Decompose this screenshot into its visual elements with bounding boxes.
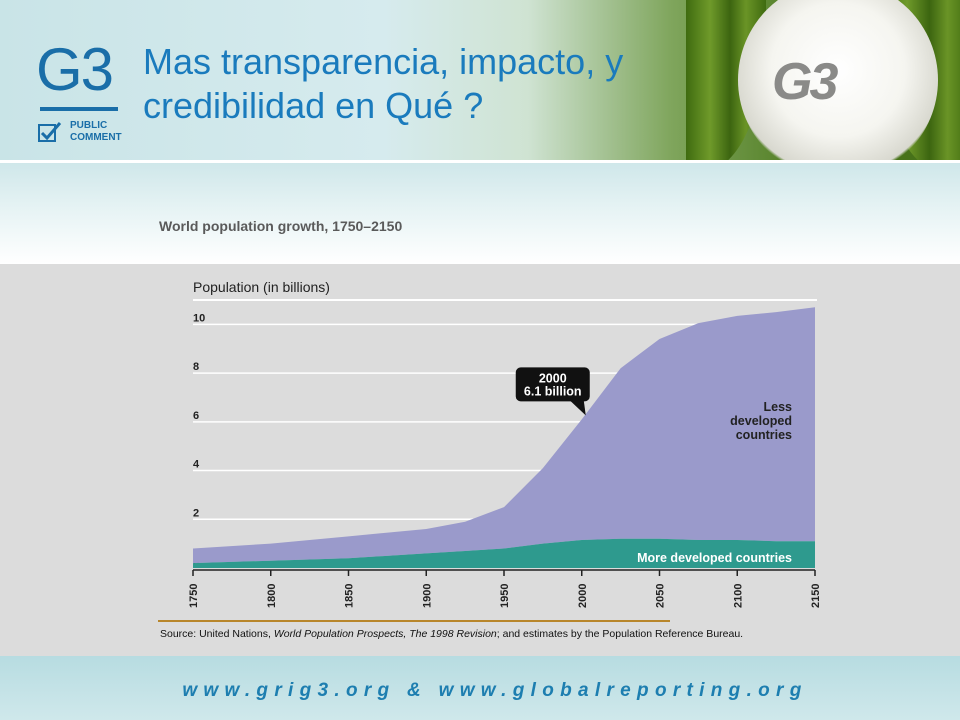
annotation-value: 6.1 billion bbox=[524, 384, 582, 398]
y-tick-label: 6 bbox=[193, 410, 199, 422]
slide-title: Mas transparencia, impacto, y credibilid… bbox=[143, 41, 624, 126]
chart-title: World population growth, 1750–2150 bbox=[159, 218, 403, 234]
source-suffix: ; and estimates by the Population Refere… bbox=[496, 628, 744, 640]
logo-public-comment: PUBLIC COMMENT bbox=[70, 120, 122, 144]
less-developed-label: Less developed countries bbox=[730, 400, 792, 442]
source-note: Source: United Nations, World Population… bbox=[160, 628, 743, 640]
logo-underline bbox=[40, 107, 118, 111]
header-divider bbox=[0, 160, 960, 163]
logo-comment-line: COMMENT bbox=[70, 132, 122, 143]
checkbox-icon bbox=[38, 122, 62, 142]
g3-logo: G3 bbox=[36, 36, 114, 103]
x-tick-label: 2050 bbox=[655, 584, 667, 608]
y-tick-label: 2 bbox=[193, 507, 199, 519]
x-tick-label: 1750 bbox=[188, 584, 200, 608]
annotation-box bbox=[515, 367, 590, 402]
stage-g3-logo: G3 bbox=[772, 53, 838, 111]
x-tick-label: 1950 bbox=[499, 584, 511, 608]
source-prefix: Source: United Nations, bbox=[160, 628, 274, 640]
x-tick-label: 2100 bbox=[732, 584, 744, 608]
x-tick-label: 1800 bbox=[266, 584, 278, 608]
population-chart: Population (in billions) 0246810 1750180… bbox=[188, 279, 822, 608]
x-tick-label: 1850 bbox=[344, 584, 356, 608]
y-tick-label: 10 bbox=[193, 312, 205, 324]
x-tick-label: 2000 bbox=[577, 584, 589, 608]
more-developed-label: More developed countries bbox=[637, 551, 792, 565]
annotation-year: 2000 bbox=[539, 371, 567, 385]
footer-band bbox=[0, 656, 960, 720]
annotation-pointer bbox=[569, 400, 586, 416]
title-band bbox=[0, 163, 960, 264]
source-rule bbox=[158, 620, 670, 622]
logo-public-line: PUBLIC bbox=[70, 120, 108, 131]
stage-spotlight bbox=[738, 0, 938, 162]
source-title: World Population Prospects, The 1998 Rev… bbox=[273, 628, 497, 640]
x-tick-label: 2150 bbox=[810, 584, 822, 608]
slide-header: G3 G3 PUBLIC COMMENT Mas transparencia, … bbox=[0, 0, 960, 162]
y-tick-label: 8 bbox=[193, 361, 199, 373]
more-developed-area bbox=[193, 538, 815, 568]
less-developed-area bbox=[193, 307, 815, 564]
y-tick-label: 4 bbox=[193, 459, 200, 471]
y-axis-label: Population (in billions) bbox=[193, 279, 330, 295]
footer-links: www.grig3.org & www.globalreporting.org bbox=[182, 680, 808, 701]
x-tick-label: 1900 bbox=[421, 584, 433, 608]
